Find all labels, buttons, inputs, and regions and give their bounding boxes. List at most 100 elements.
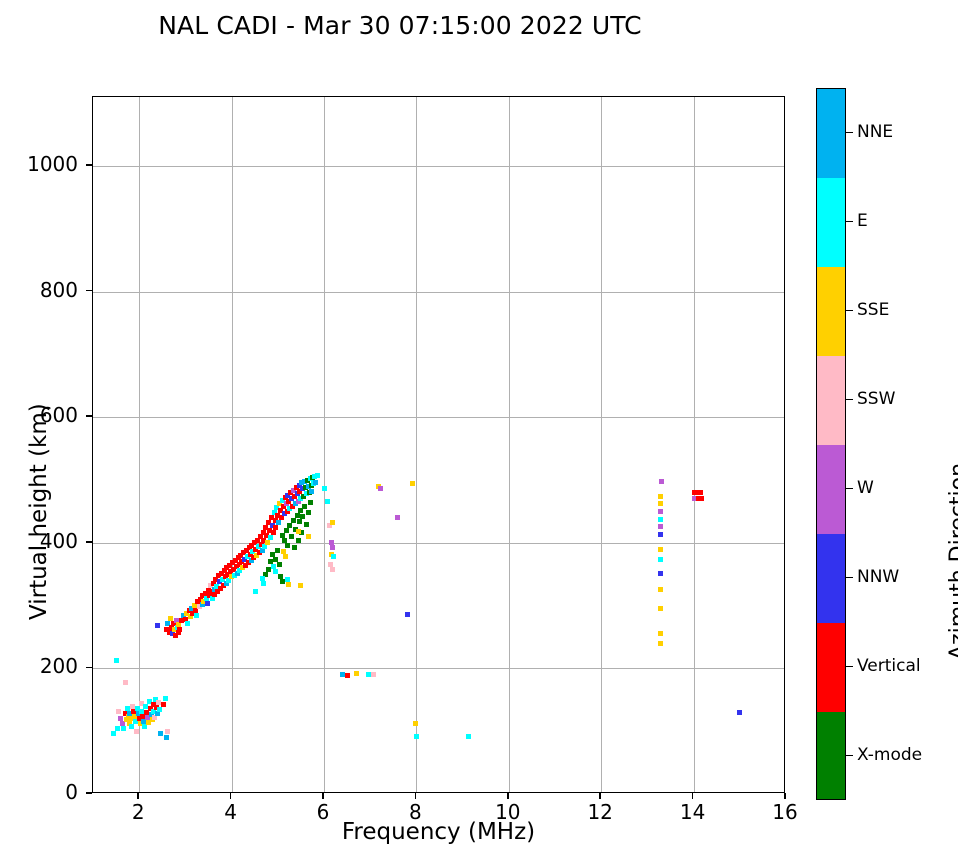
data-point	[214, 584, 220, 590]
data-point	[225, 571, 231, 577]
data-point	[270, 564, 276, 570]
data-point	[307, 476, 313, 482]
colorbar-segment-e[interactable]	[817, 178, 845, 268]
data-point	[176, 621, 182, 627]
data-point	[278, 507, 284, 513]
data-point	[151, 708, 157, 714]
data-point	[216, 573, 222, 578]
data-point	[290, 503, 296, 509]
data-point	[256, 550, 262, 556]
data-point	[269, 551, 275, 557]
plot-canvas[interactable]	[92, 96, 785, 793]
colorbar-tick	[846, 754, 853, 757]
data-point	[154, 704, 160, 710]
data-point	[315, 472, 321, 478]
colorbar-segment-nnw[interactable]	[817, 534, 845, 624]
data-point	[254, 537, 260, 543]
data-point	[300, 486, 306, 492]
data-point	[291, 545, 297, 551]
data-point	[344, 673, 350, 679]
data-point	[266, 520, 272, 526]
x-tick	[507, 793, 509, 799]
data-point	[306, 490, 312, 496]
data-point	[182, 616, 188, 622]
data-point	[303, 521, 309, 527]
colorbar-segment-w[interactable]	[817, 445, 845, 535]
data-point	[163, 627, 169, 632]
data-point	[298, 496, 304, 502]
data-point	[657, 531, 663, 537]
data-point	[303, 491, 309, 497]
data-point	[236, 561, 242, 567]
gridline-horizontal	[93, 668, 784, 670]
colorbar-segment-nne[interactable]	[817, 89, 845, 179]
y-tick	[86, 792, 92, 794]
gridline-vertical	[416, 97, 418, 792]
colorbar-segment-x-mode[interactable]	[817, 712, 845, 799]
data-point	[280, 503, 286, 509]
data-point	[231, 573, 237, 578]
y-tick	[86, 666, 92, 669]
data-point	[284, 508, 290, 514]
data-point	[230, 566, 236, 572]
data-point	[220, 583, 226, 588]
data-point	[273, 569, 279, 575]
data-point	[212, 591, 218, 597]
data-point	[204, 595, 210, 601]
colorbar-segment-ssw[interactable]	[817, 356, 845, 446]
data-point	[330, 554, 336, 560]
colorbar[interactable]	[816, 88, 846, 800]
data-point	[233, 564, 239, 570]
data-point	[339, 672, 345, 678]
gridline-horizontal	[93, 166, 784, 168]
data-point	[203, 590, 209, 596]
data-point	[276, 520, 282, 526]
x-tick-label: 8	[409, 800, 422, 824]
data-point	[465, 733, 471, 739]
data-point	[174, 624, 180, 630]
data-point	[657, 516, 663, 522]
data-point	[167, 629, 173, 635]
gridline-horizontal	[93, 291, 784, 293]
data-point	[218, 585, 224, 591]
data-point	[283, 527, 289, 533]
data-point	[658, 478, 664, 484]
y-tick-label: 200	[39, 654, 78, 679]
y-tick-label: 800	[39, 277, 78, 302]
y-tick	[86, 164, 92, 166]
x-axis-label: Frequency (MHz)	[341, 819, 536, 845]
data-point	[155, 623, 161, 629]
data-point	[134, 706, 140, 712]
data-point	[309, 488, 315, 494]
data-point	[169, 630, 175, 636]
data-point	[657, 570, 663, 576]
data-point	[282, 554, 288, 560]
data-point	[190, 610, 196, 616]
data-point	[136, 716, 142, 722]
data-point	[269, 522, 275, 528]
data-point	[298, 583, 304, 588]
data-point	[153, 697, 159, 703]
data-point	[307, 500, 313, 506]
data-point	[149, 717, 155, 723]
data-point	[175, 629, 181, 635]
data-point	[133, 728, 139, 734]
data-point	[272, 517, 278, 523]
data-point	[294, 491, 300, 497]
colorbar-segment-sse[interactable]	[817, 267, 845, 357]
colorbar-tick	[846, 131, 853, 134]
x-tick	[414, 793, 417, 799]
data-point	[246, 545, 252, 551]
x-tick-label: 2	[131, 800, 145, 824]
data-point	[302, 503, 308, 509]
data-point	[737, 709, 743, 715]
y-tick	[86, 415, 92, 418]
data-point	[228, 569, 234, 575]
data-point	[266, 566, 272, 572]
colorbar-segment-vertical[interactable]	[817, 623, 845, 713]
data-point	[165, 620, 171, 626]
data-point	[282, 495, 288, 501]
data-point	[657, 556, 663, 562]
data-point	[127, 711, 133, 717]
data-point	[230, 560, 236, 566]
